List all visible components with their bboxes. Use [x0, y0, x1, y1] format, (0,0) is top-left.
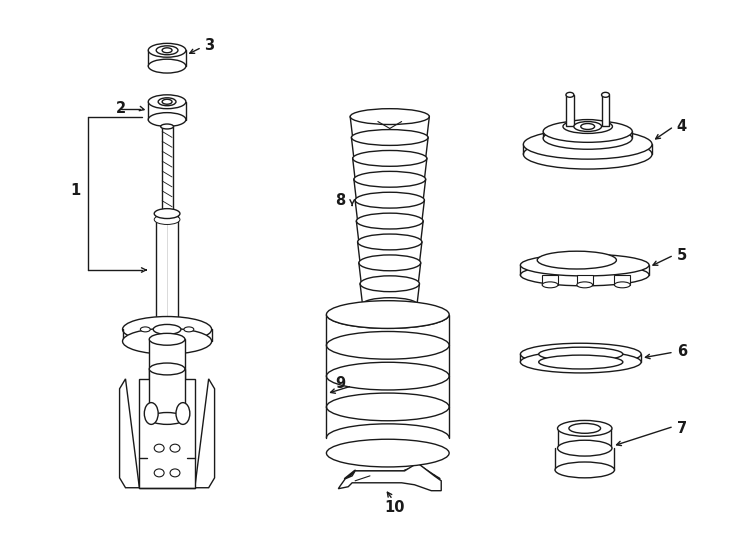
Ellipse shape [558, 440, 612, 456]
Ellipse shape [170, 444, 180, 452]
Ellipse shape [539, 347, 623, 361]
Bar [566, 95, 574, 126]
Polygon shape [120, 379, 139, 488]
Text: 7: 7 [677, 421, 687, 436]
Bar [149, 369, 185, 419]
Ellipse shape [577, 282, 592, 288]
Ellipse shape [359, 255, 421, 271]
Bar [156, 215, 178, 329]
Bar [577, 275, 592, 285]
Ellipse shape [350, 109, 429, 125]
Ellipse shape [543, 127, 632, 149]
Ellipse shape [543, 120, 632, 143]
Ellipse shape [327, 439, 449, 467]
Ellipse shape [327, 301, 449, 328]
Ellipse shape [563, 119, 612, 133]
Ellipse shape [161, 124, 173, 129]
Text: 9: 9 [335, 376, 345, 392]
Ellipse shape [523, 139, 652, 169]
Ellipse shape [156, 46, 178, 55]
Ellipse shape [355, 192, 424, 208]
Ellipse shape [170, 469, 180, 477]
Ellipse shape [520, 254, 649, 276]
Ellipse shape [574, 122, 602, 131]
Ellipse shape [154, 444, 164, 452]
Ellipse shape [154, 469, 164, 477]
Text: 1: 1 [70, 183, 80, 198]
Ellipse shape [520, 343, 642, 365]
Ellipse shape [542, 282, 558, 288]
Bar [542, 275, 558, 285]
Ellipse shape [558, 421, 612, 436]
Ellipse shape [153, 325, 181, 334]
Ellipse shape [140, 327, 150, 332]
Text: 4: 4 [677, 119, 687, 134]
Polygon shape [195, 379, 214, 488]
Bar [614, 275, 631, 285]
Ellipse shape [156, 212, 178, 220]
Text: 5: 5 [677, 248, 687, 262]
Bar [602, 95, 609, 126]
Text: 10: 10 [385, 500, 405, 515]
Ellipse shape [566, 92, 574, 97]
Text: 3: 3 [203, 38, 214, 53]
Ellipse shape [352, 130, 428, 145]
Ellipse shape [148, 59, 186, 73]
Ellipse shape [158, 98, 176, 106]
Ellipse shape [154, 208, 180, 219]
Ellipse shape [602, 92, 609, 97]
Ellipse shape [149, 363, 185, 375]
Ellipse shape [614, 282, 631, 288]
Ellipse shape [176, 403, 190, 424]
Ellipse shape [148, 43, 186, 57]
Bar [360, 305, 419, 325]
Ellipse shape [145, 403, 158, 424]
Bar [376, 308, 404, 322]
Ellipse shape [123, 328, 211, 354]
Ellipse shape [362, 298, 418, 312]
Ellipse shape [357, 213, 424, 229]
Ellipse shape [539, 355, 623, 369]
Ellipse shape [149, 333, 185, 345]
Text: 8: 8 [335, 193, 346, 208]
Ellipse shape [154, 214, 180, 225]
Text: 6: 6 [677, 343, 687, 359]
Ellipse shape [184, 327, 194, 332]
Ellipse shape [123, 316, 211, 342]
Ellipse shape [354, 171, 426, 187]
Ellipse shape [148, 113, 186, 126]
Polygon shape [338, 463, 441, 491]
Ellipse shape [581, 124, 595, 130]
Text: 2: 2 [115, 101, 126, 116]
Ellipse shape [149, 413, 185, 424]
Bar [162, 126, 173, 215]
Polygon shape [139, 379, 195, 488]
Ellipse shape [162, 48, 172, 53]
Bar [149, 339, 185, 379]
Ellipse shape [569, 423, 600, 433]
Ellipse shape [352, 151, 427, 166]
Ellipse shape [360, 276, 419, 292]
Ellipse shape [148, 95, 186, 109]
Ellipse shape [523, 130, 652, 159]
Ellipse shape [520, 351, 642, 373]
Ellipse shape [520, 264, 649, 286]
Ellipse shape [555, 462, 614, 478]
Ellipse shape [162, 99, 172, 104]
Ellipse shape [357, 234, 422, 250]
Ellipse shape [537, 251, 617, 269]
